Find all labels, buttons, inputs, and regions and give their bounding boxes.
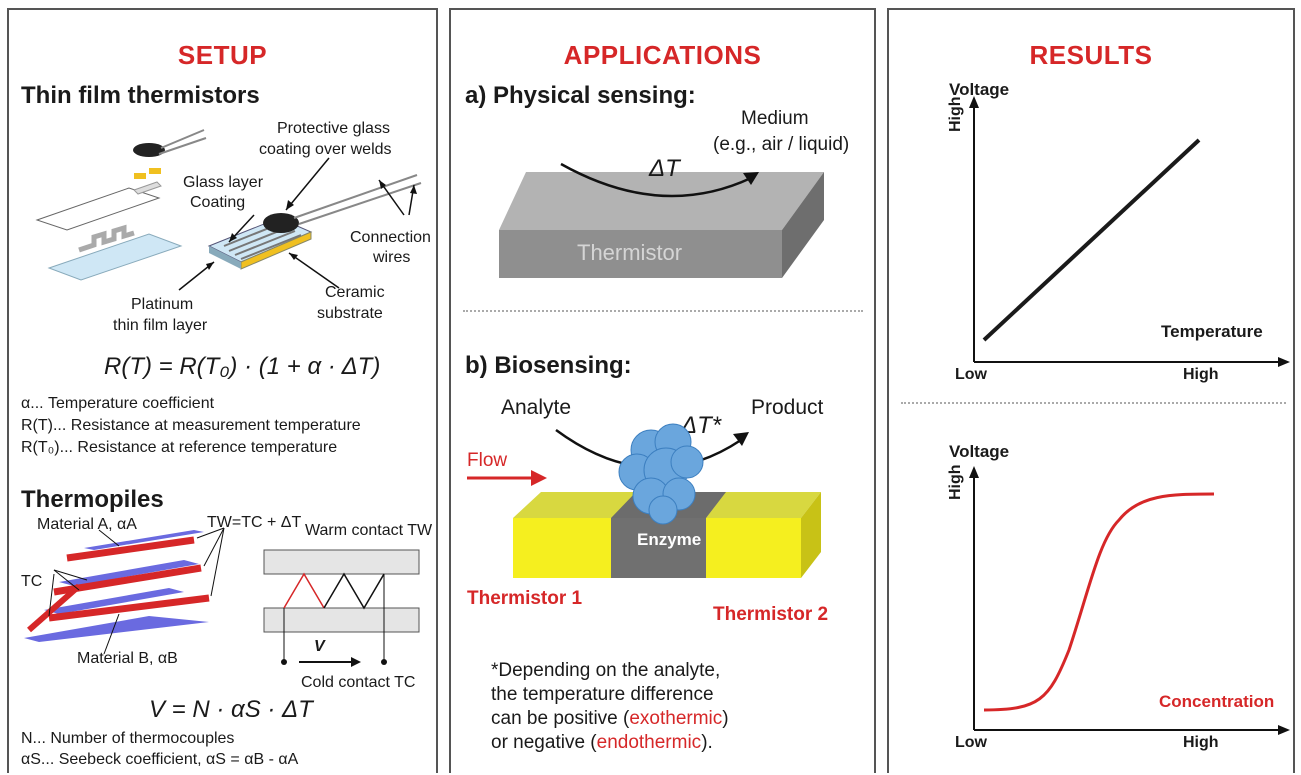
exothermic-text: exothermic — [629, 708, 723, 729]
results-title: RESULTS — [1029, 40, 1153, 70]
thermistor-2-label: Thermistor 2 — [713, 604, 829, 625]
flow-label: Flow — [467, 450, 508, 471]
biosensing-heading: b) Biosensing: — [465, 352, 632, 379]
chart2-curve — [983, 492, 1215, 712]
section-divider — [463, 310, 863, 312]
note-line-4-text: or negative ( — [491, 732, 597, 753]
enzyme-label: Enzyme — [637, 530, 702, 549]
label-wires: wires — [373, 249, 411, 266]
chart1-line — [982, 138, 1201, 342]
note-line-3-close: ) — [722, 708, 729, 729]
note-line-3: can be positive (exothermic) — [491, 708, 729, 730]
material-a-label: Material A, αA — [37, 516, 137, 533]
warm-contact-label: Warm contact TW — [305, 522, 433, 539]
chart2-plot — [969, 466, 1290, 735]
chart1-plot — [969, 96, 1290, 367]
delta-t-label: ΔT — [649, 155, 680, 182]
setup-title: SETUP — [177, 40, 268, 70]
thermistor-block — [499, 162, 824, 278]
results-panel: RESULTS Voltage High Temperature Low Hig… — [887, 8, 1295, 773]
applications-title: APPLICATIONS — [563, 40, 762, 70]
chart1-high-x: High — [1183, 366, 1219, 383]
label-thin-film-layer: thin film layer — [113, 317, 208, 334]
legend-rt0: R(T₀)... Resistance at reference tempera… — [21, 439, 338, 456]
chart2-high-x: High — [1183, 734, 1219, 751]
note-line-1: *Depending on the analyte, — [491, 660, 721, 681]
chart2-low: Low — [955, 734, 987, 751]
chart2-xlabel: Concentration — [1159, 692, 1275, 711]
results-divider — [901, 402, 1286, 404]
seebeck-equation: V = N · αS · ΔT — [149, 696, 313, 723]
analyte-label: Analyte — [501, 396, 572, 419]
setup-panel: SETUP Thin film thermistors Pr — [7, 8, 438, 773]
cold-contact-label: Cold contact TC — [301, 674, 416, 691]
label-platinum: Platinum — [131, 296, 194, 313]
thermopile-illustration — [24, 527, 420, 667]
endothermic-text: endothermic — [596, 732, 702, 753]
resistance-equation: R(T) = R(T₀) · (1 + α · ΔT) — [104, 353, 381, 380]
v-label: V — [314, 638, 325, 655]
note-line-2: the temperature difference — [491, 684, 714, 705]
label-connection: Connection — [350, 229, 431, 246]
thermistor-illustration — [35, 129, 422, 291]
legend-n: N... Number of thermocouples — [21, 730, 235, 747]
chart1-xlabel: Temperature — [1161, 322, 1263, 341]
tc-label: TC — [21, 573, 43, 590]
thermistor-1-label: Thermistor 1 — [467, 588, 583, 609]
note-line-4-close: ). — [701, 732, 713, 753]
note-line-3-text: can be positive ( — [491, 708, 630, 729]
label-coating: Coating — [190, 194, 246, 211]
label-substrate: substrate — [317, 305, 383, 322]
label-protective2: coating over welds — [259, 141, 392, 158]
label-protective: Protective glass — [277, 120, 390, 137]
chart1-low: Low — [955, 366, 987, 383]
tw-equation-label: TW=TC + ΔT — [207, 514, 302, 531]
thermopiles-heading: Thermopiles — [21, 486, 164, 513]
label-glass-layer: Glass layer — [183, 174, 264, 191]
legend-alpha: α... Temperature coefficient — [21, 395, 215, 412]
chart2-ylabel: Voltage — [949, 442, 1010, 461]
thermistor-block-label: Thermistor — [577, 240, 683, 265]
legend-rt: R(T)... Resistance at measurement temper… — [21, 417, 361, 434]
chart1-ylabel: Voltage — [949, 80, 1010, 99]
applications-panel: APPLICATIONS a) Physical sensing: Medium… — [449, 8, 876, 773]
note-line-4: or negative (endothermic). — [491, 732, 713, 754]
medium-label: Medium — [741, 108, 809, 129]
material-b-label: Material B, αB — [77, 650, 178, 667]
physical-sensing-heading: a) Physical sensing: — [465, 82, 696, 109]
thin-film-heading: Thin film thermistors — [21, 82, 260, 109]
medium-example-label: (e.g., air / liquid) — [713, 134, 850, 155]
label-ceramic: Ceramic — [325, 284, 385, 301]
product-label: Product — [751, 396, 824, 419]
legend-seebeck: αS... Seebeck coefficient, αS = αB - αA — [21, 751, 299, 768]
biosensor-illustration — [467, 423, 821, 578]
